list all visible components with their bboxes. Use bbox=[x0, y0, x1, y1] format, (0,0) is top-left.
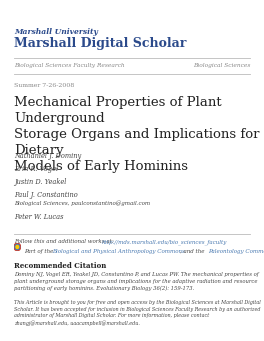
Text: Biological Sciences Faculty Research: Biological Sciences Faculty Research bbox=[14, 63, 125, 68]
Text: Biological Sciences: Biological Sciences bbox=[193, 63, 250, 68]
Text: Part of the: Part of the bbox=[24, 249, 55, 254]
Text: Biological Sciences, paulconstantino@gmail.com: Biological Sciences, paulconstantino@gma… bbox=[14, 200, 150, 206]
Text: Mechanical Properties of Plant Underground
Storage Organs and Implications for D: Mechanical Properties of Plant Undergrou… bbox=[14, 96, 260, 173]
Text: Paul J. Constantino: Paul J. Constantino bbox=[14, 191, 78, 199]
Text: Biological and Physical Anthropology Commons: Biological and Physical Anthropology Com… bbox=[52, 249, 185, 254]
Circle shape bbox=[15, 244, 20, 250]
Text: , and the: , and the bbox=[180, 249, 206, 254]
Text: Dominy NJ, Vogel ER, Yeakel JD, Constantino P, and Lucas PW. The mechanical prop: Dominy NJ, Vogel ER, Yeakel JD, Constant… bbox=[14, 272, 259, 291]
Text: Justin D. Yeakel: Justin D. Yeakel bbox=[14, 178, 66, 186]
Text: Paleontology Commons: Paleontology Commons bbox=[208, 249, 264, 254]
Text: Marshall University: Marshall University bbox=[14, 28, 98, 36]
Text: Recommended Citation: Recommended Citation bbox=[14, 262, 106, 270]
Circle shape bbox=[16, 246, 19, 249]
Text: Nathaniel J. Dominy: Nathaniel J. Dominy bbox=[14, 152, 81, 160]
Text: This Article is brought to you for free and open access by the Biological Scienc: This Article is brought to you for free … bbox=[14, 300, 261, 326]
Text: Peter W. Lucas: Peter W. Lucas bbox=[14, 213, 64, 221]
Text: Erin R. Vogel: Erin R. Vogel bbox=[14, 165, 58, 173]
Text: Follow this and additional works at:: Follow this and additional works at: bbox=[14, 239, 116, 244]
Text: Summer 7-26-2008: Summer 7-26-2008 bbox=[14, 83, 74, 88]
Circle shape bbox=[14, 243, 21, 251]
Text: http://mds.marshall.edu/bio_sciences_faculty: http://mds.marshall.edu/bio_sciences_fac… bbox=[102, 239, 227, 244]
Text: Marshall Digital Scholar: Marshall Digital Scholar bbox=[14, 37, 186, 50]
